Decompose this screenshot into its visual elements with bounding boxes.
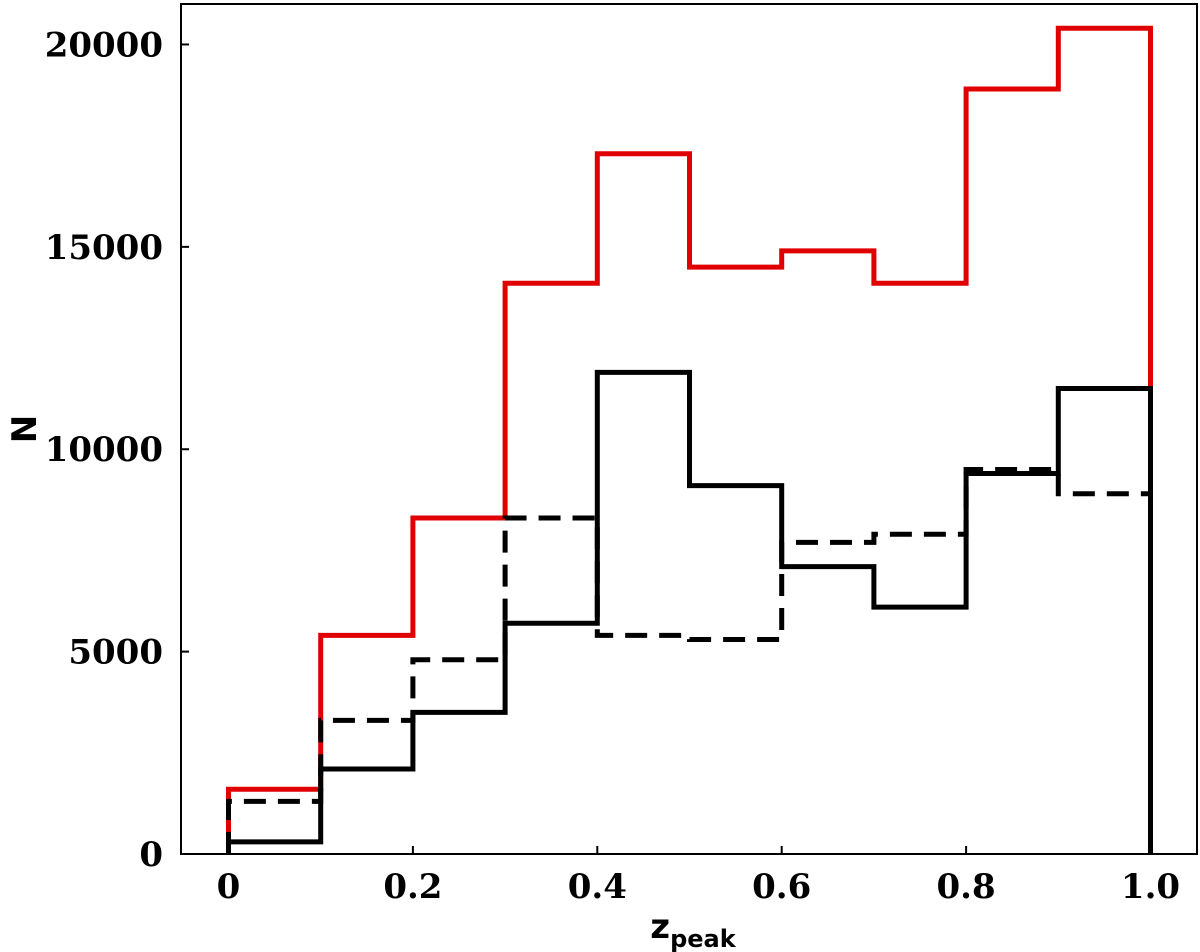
x-tick-label: 0.8 bbox=[937, 867, 996, 907]
histogram-series-2 bbox=[226, 466, 1153, 854]
y-tick-label: 15000 bbox=[45, 228, 163, 268]
x-axis-label-subscript: peak bbox=[670, 925, 737, 952]
ticks-layer: 0 0.2 0.4 0.6 0.8 1.0 0 5000 10000 15000 20000 bbox=[45, 25, 1180, 907]
y-tick-label: 10000 bbox=[45, 430, 163, 470]
y-axis-label: N bbox=[5, 415, 45, 443]
x-axis-label: zpeak bbox=[650, 907, 736, 952]
plot-frame bbox=[180, 3, 1198, 855]
x-tick-label: 0.2 bbox=[383, 867, 442, 907]
y-tick-label: 5000 bbox=[68, 633, 163, 673]
y-tick-label: 20000 bbox=[45, 25, 163, 65]
histogram-series-1 bbox=[226, 369, 1153, 854]
x-axis-label-main: z bbox=[650, 907, 670, 947]
x-tick-label: 0.6 bbox=[752, 867, 811, 907]
x-tick-label: 1.0 bbox=[1121, 867, 1180, 907]
x-tick-label: 0.4 bbox=[568, 867, 627, 907]
histogram-series-0 bbox=[226, 25, 1153, 854]
series-layer bbox=[226, 25, 1153, 854]
x-tick-label: 0 bbox=[217, 867, 241, 907]
y-tick-label: 0 bbox=[139, 835, 163, 875]
